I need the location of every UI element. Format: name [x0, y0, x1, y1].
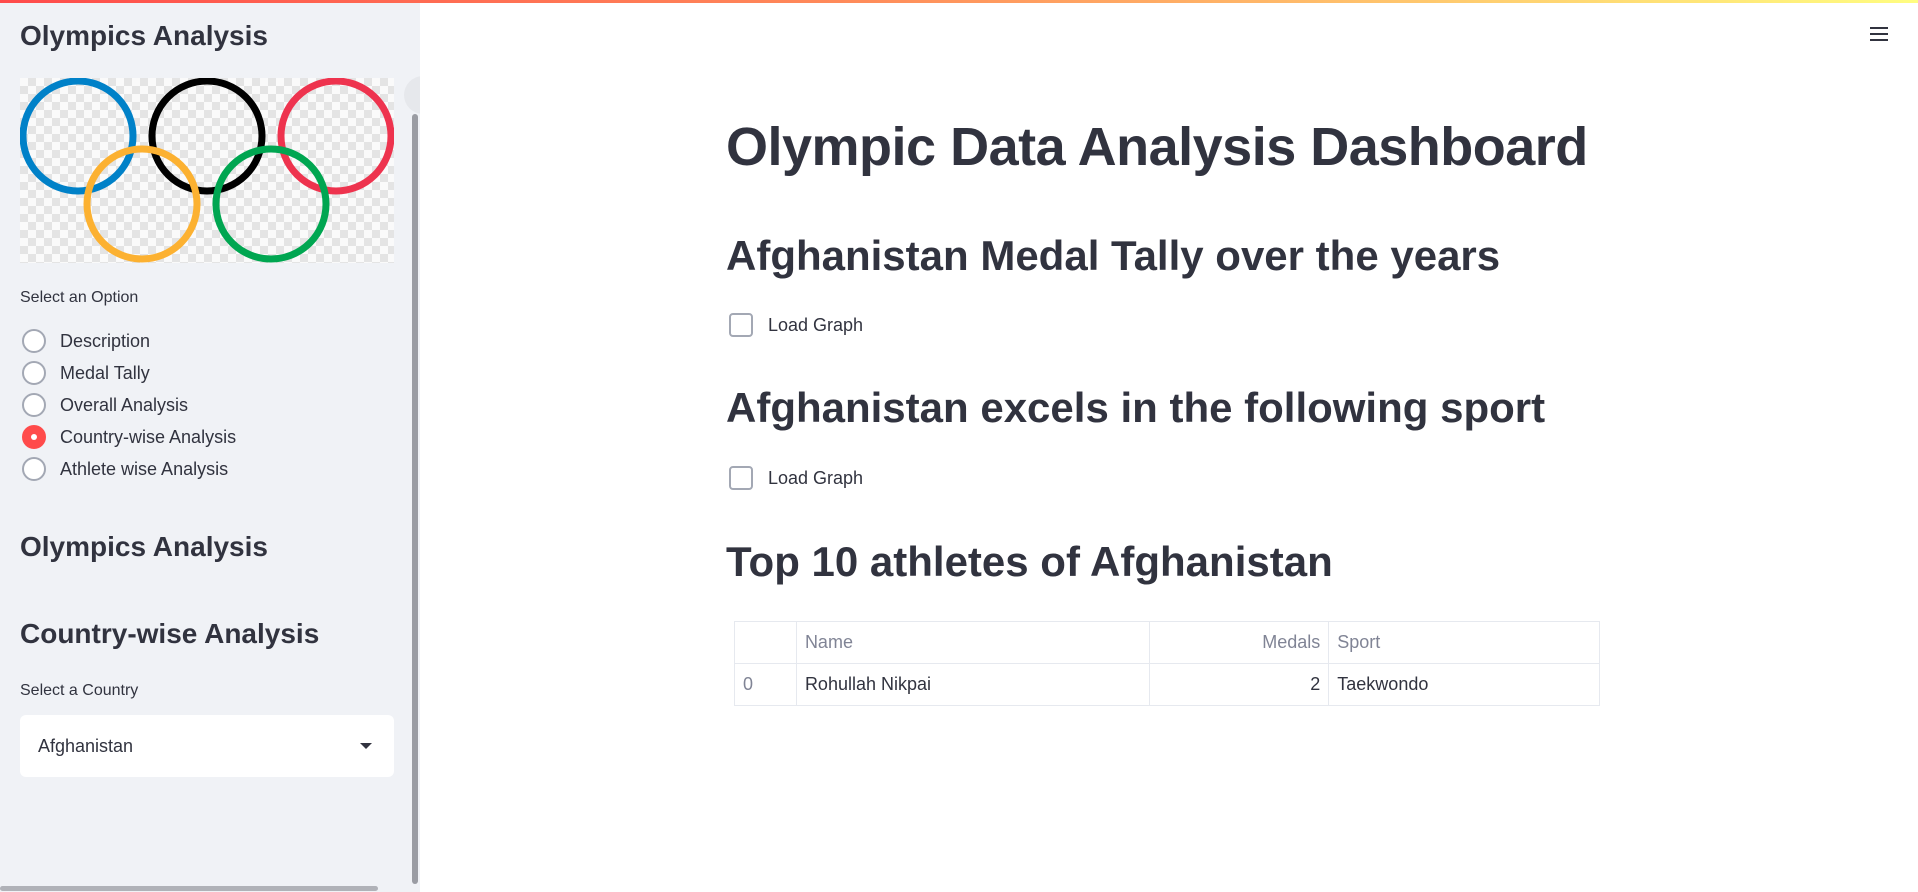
checkbox-label: Load Graph: [768, 314, 864, 335]
sidebar-subsection-title: Country-wise Analysis: [20, 618, 320, 649]
cell-sport[interactable]: Taekwondo: [1328, 663, 1600, 706]
radio-selected-icon[interactable]: [22, 425, 46, 449]
radio-country-wise-analysis[interactable]: Country-wise Analysis: [22, 421, 236, 453]
sidebar-section-title: Olympics Analysis: [20, 531, 268, 562]
sidebar-horizontal-scrollbar[interactable]: [0, 886, 378, 891]
option-label: Select an Option: [20, 289, 139, 306]
athletes-heading: Top 10 athletes of Afghanistan: [726, 538, 1333, 585]
caret-down-icon[interactable]: [360, 743, 372, 749]
radio-circle-icon[interactable]: [22, 361, 46, 385]
radio-circle-icon[interactable]: [22, 329, 46, 353]
sidebar-scrollbar[interactable]: [412, 114, 418, 884]
cell-medals[interactable]: 2: [1149, 663, 1330, 706]
table-header-row: Name Medals Sport: [734, 621, 1600, 664]
sidebar: Olympics Analysis Select an Option Descr…: [0, 0, 420, 892]
olympic-rings-icon: [20, 78, 394, 263]
radio-medal-tally[interactable]: Medal Tally: [22, 357, 236, 389]
column-header-name[interactable]: Name: [795, 621, 1151, 664]
cell-name[interactable]: Rohullah Nikpai: [795, 663, 1151, 706]
checkbox-label: Load Graph: [768, 467, 864, 488]
checkbox-icon[interactable]: [729, 466, 753, 490]
hamburger-menu-icon[interactable]: [1868, 24, 1890, 46]
radio-label: Country-wise Analysis: [60, 426, 237, 447]
sidebar-title: Olympics Analysis: [20, 20, 268, 51]
athletes-table: Name Medals Sport 0 Rohullah Nikpai 2 Ta…: [734, 621, 1600, 706]
load-graph-checkbox-1[interactable]: Load Graph: [729, 313, 863, 337]
country-select[interactable]: Afghanistan: [20, 715, 394, 777]
column-header-index[interactable]: [734, 621, 797, 664]
sport-heading: Afghanistan excels in the following spor…: [726, 384, 1546, 431]
row-index: 0: [734, 663, 797, 706]
radio-overall-analysis[interactable]: Overall Analysis: [22, 389, 236, 421]
radio-description[interactable]: Description: [22, 325, 236, 357]
radio-circle-icon[interactable]: [22, 393, 46, 417]
load-graph-checkbox-2[interactable]: Load Graph: [729, 466, 863, 490]
medal-tally-heading: Afghanistan Medal Tally over the years: [726, 232, 1501, 279]
radio-label: Overall Analysis: [60, 394, 189, 415]
column-header-medals[interactable]: Medals: [1149, 621, 1330, 664]
radio-circle-icon[interactable]: [22, 457, 46, 481]
checkbox-icon[interactable]: [729, 313, 753, 337]
radio-label: Medal Tally: [60, 362, 150, 383]
radio-athlete-wise-analysis[interactable]: Athlete wise Analysis: [22, 453, 236, 485]
country-select-value: Afghanistan: [38, 735, 134, 756]
sidebar-collapse-handle[interactable]: [404, 76, 420, 114]
option-radio-group: Description Medal Tally Overall Analysis…: [22, 325, 236, 485]
table-row: 0 Rohullah Nikpai 2 Taekwondo: [734, 663, 1600, 706]
top-decoration-bar: [0, 0, 1918, 3]
radio-label: Athlete wise Analysis: [60, 458, 229, 479]
olympic-rings-logo: [20, 78, 394, 263]
radio-label: Description: [60, 330, 151, 351]
country-select-label: Select a Country: [20, 682, 139, 699]
page-title: Olympic Data Analysis Dashboard: [726, 117, 1588, 177]
column-header-sport[interactable]: Sport: [1328, 621, 1600, 664]
